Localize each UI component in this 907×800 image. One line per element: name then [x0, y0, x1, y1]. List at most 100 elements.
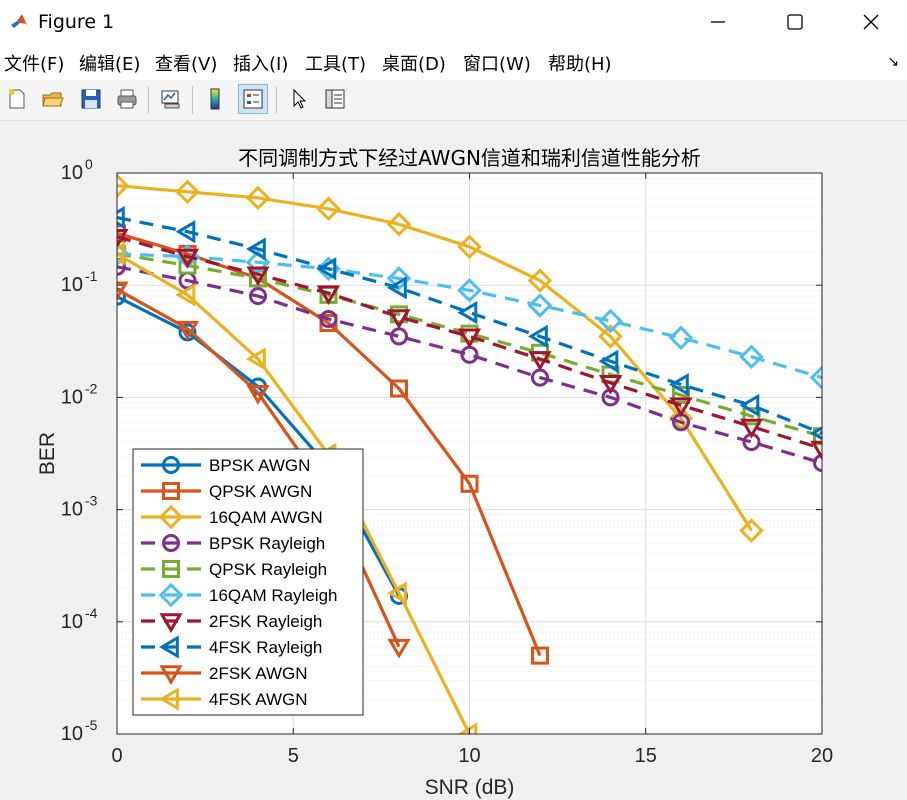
minimize-button[interactable] — [693, 4, 743, 40]
data-point — [175, 220, 196, 244]
menu-help[interactable]: 帮助(H) — [548, 54, 612, 75]
dock-arrow-icon[interactable]: ↘ — [887, 54, 899, 70]
data-point — [387, 638, 411, 659]
y-tick-base: 10 — [61, 386, 83, 408]
y-tick-exponent: -1 — [85, 268, 98, 284]
data-point — [813, 454, 822, 473]
edit-plot-button[interactable] — [284, 84, 314, 114]
chart-title: 不同调制方式下经过AWGN信道和瑞利信道性能分析 — [238, 146, 701, 170]
series-16qam-awgn — [117, 173, 764, 543]
y-tick-base: 10 — [61, 499, 83, 521]
new-figure-button[interactable] — [2, 84, 32, 114]
data-point — [460, 474, 479, 493]
link-plot-button[interactable] — [156, 84, 186, 114]
series-line — [117, 235, 822, 451]
link-plot-icon — [161, 90, 180, 109]
data-point — [457, 278, 482, 303]
menu-edit[interactable]: 编辑(E) — [79, 54, 141, 75]
x-axis-label: SNR (dB) — [425, 776, 515, 799]
legend-marker — [162, 456, 180, 474]
x-tick-label: 20 — [811, 745, 833, 767]
legend-entry: 2FSK Rayleigh — [141, 612, 322, 633]
x-tick-label: 0 — [111, 745, 122, 767]
data-point — [387, 309, 411, 330]
legend-entry: 4FSK AWGN — [141, 687, 308, 711]
legend-button[interactable] — [238, 84, 268, 114]
data-point — [386, 266, 412, 291]
legend-label: BPSK AWGN — [209, 456, 310, 475]
close-button[interactable] — [846, 4, 896, 40]
legend-entry: 4FSK Rayleigh — [141, 635, 322, 659]
legend-entry: BPSK Rayleigh — [141, 534, 325, 553]
print-button[interactable] — [112, 84, 142, 114]
legend-marker — [162, 560, 180, 578]
data-point — [810, 440, 822, 461]
data-point — [316, 257, 337, 281]
data-point — [457, 234, 482, 260]
property-inspector-button[interactable] — [320, 84, 350, 114]
data-point — [527, 293, 553, 318]
menu-window[interactable]: 窗口(W) — [463, 54, 531, 75]
figure-area: 0 5 10 15 20 10 0 10 -1 10 -2 10 -3 10 -4 10 -5 不同调制方式下经过… — [0, 121, 907, 800]
data-point — [246, 266, 270, 287]
legend[interactable]: BPSK AWGN QPSK AWGN 16QAM AWGN BPSK Rayleig… — [132, 448, 364, 716]
window-titlebar: Figure 1 — [0, 0, 907, 44]
property-inspector-icon — [325, 89, 345, 109]
figure-toolbar — [0, 80, 907, 121]
series-4fsk-awgn — [117, 242, 478, 734]
colorbar-icon — [210, 88, 220, 110]
data-point — [460, 324, 479, 343]
data-point — [316, 196, 341, 222]
data-point — [809, 365, 822, 390]
legend-label: BPSK Rayleigh — [209, 534, 325, 553]
legend-label: 2FSK Rayleigh — [209, 612, 322, 631]
data-point — [598, 374, 623, 395]
y-tick-label: 10 — [61, 723, 83, 745]
y-axis-label: BER — [36, 432, 59, 475]
print-icon — [117, 89, 137, 109]
menu-tools[interactable]: 工具(T) — [305, 54, 367, 75]
minimize-icon — [711, 21, 725, 23]
menu-view[interactable]: 查看(V) — [155, 54, 218, 75]
legend-box — [132, 448, 364, 716]
data-point — [531, 646, 549, 665]
data-point — [117, 229, 129, 249]
y-tick-label: 10 — [61, 499, 83, 521]
legend-marker — [162, 534, 180, 552]
data-point — [813, 427, 822, 446]
save-button[interactable] — [76, 84, 106, 114]
legend-entry: 16QAM Rayleigh — [141, 582, 338, 608]
menu-insert[interactable]: 插入(I) — [233, 54, 289, 75]
maximize-button[interactable] — [770, 4, 820, 40]
series-line — [117, 252, 822, 438]
y-tick-exponent: -2 — [85, 380, 98, 396]
y-tick-base: 10 — [61, 274, 83, 296]
x-tick-label: 5 — [288, 745, 299, 767]
x-tick-label: 10 — [458, 745, 480, 767]
menu-file[interactable]: 文件(F) — [4, 54, 65, 75]
data-point — [669, 372, 689, 397]
toolbar-separator — [276, 86, 277, 114]
legend-marker — [158, 504, 184, 530]
legend-label: QPSK AWGN — [209, 482, 312, 501]
data-point — [246, 347, 266, 371]
data-point — [668, 325, 694, 351]
colorbar-button[interactable] — [200, 84, 230, 114]
window-title: Figure 1 — [38, 11, 115, 33]
series-4fsk-rayleigh — [117, 206, 822, 441]
legend-label: 16QAM Rayleigh — [209, 586, 338, 605]
data-point — [598, 349, 619, 373]
y-tick-base: 10 — [61, 723, 83, 745]
legend-marker — [158, 582, 184, 608]
y-tick-exponent: -3 — [85, 493, 98, 509]
open-file-button[interactable] — [38, 84, 68, 114]
x-tick-label: 15 — [635, 745, 657, 767]
data-point — [810, 426, 822, 441]
data-point — [117, 173, 130, 198]
data-point — [669, 397, 693, 418]
legend-label: 4FSK AWGN — [209, 690, 308, 709]
menu-desktop[interactable]: 桌面(D) — [382, 54, 446, 75]
legend-marker — [159, 635, 179, 659]
y-tick-label: 10 — [61, 611, 83, 633]
